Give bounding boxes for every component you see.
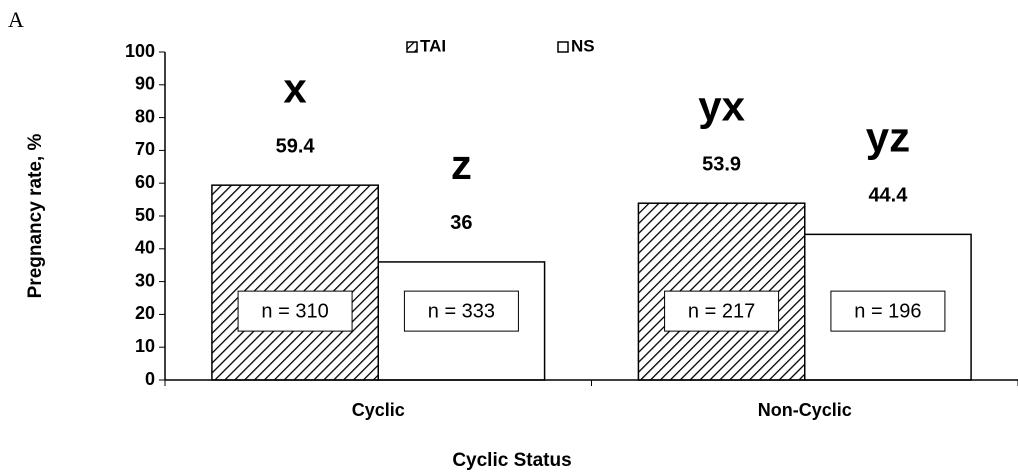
- y-tick-label: 90: [135, 74, 155, 94]
- data-label: 36: [450, 212, 472, 234]
- x-tick-label: Non-Cyclic: [758, 400, 852, 420]
- sample-size: n = 217: [688, 300, 755, 322]
- legend-swatch: [406, 41, 418, 53]
- y-tick-label: 70: [135, 139, 155, 159]
- legend-label: NS: [571, 36, 595, 55]
- data-label: 59.4: [276, 135, 316, 157]
- sample-size-box: [664, 290, 780, 332]
- data-label: 53.9: [702, 153, 741, 175]
- sample-size-box: [830, 290, 946, 332]
- legend-swatch: [557, 41, 569, 53]
- y-tick-label: 0: [145, 369, 155, 389]
- y-axis-title: Pregnancy rate, %: [25, 134, 46, 299]
- sample-size: n = 196: [854, 300, 921, 322]
- significance-letter: yx: [698, 82, 745, 129]
- y-tick-label: 30: [135, 270, 155, 290]
- significance-letter: yz: [866, 113, 910, 160]
- data-label: 44.4: [868, 185, 908, 207]
- sample-size: n = 310: [261, 300, 328, 322]
- significance-letter: x: [283, 64, 307, 111]
- significance-letter: z: [451, 141, 472, 188]
- y-tick-label: 60: [135, 172, 155, 192]
- legend-label: TAI: [420, 36, 446, 55]
- sample-size: n = 333: [428, 300, 495, 322]
- panel-label: A: [8, 7, 24, 32]
- x-axis-title: Cyclic Status: [452, 450, 571, 471]
- x-tick-label: Cyclic: [352, 400, 405, 420]
- y-tick-label: 80: [135, 106, 155, 126]
- sample-size-box: [237, 290, 353, 332]
- y-tick-label: 50: [135, 205, 155, 225]
- y-tick-label: 100: [125, 41, 155, 61]
- sample-size-box: [403, 290, 519, 332]
- y-tick-label: 20: [135, 303, 155, 323]
- bar: [211, 184, 379, 381]
- y-tick-label: 40: [135, 238, 155, 258]
- y-tick-label: 10: [135, 336, 155, 356]
